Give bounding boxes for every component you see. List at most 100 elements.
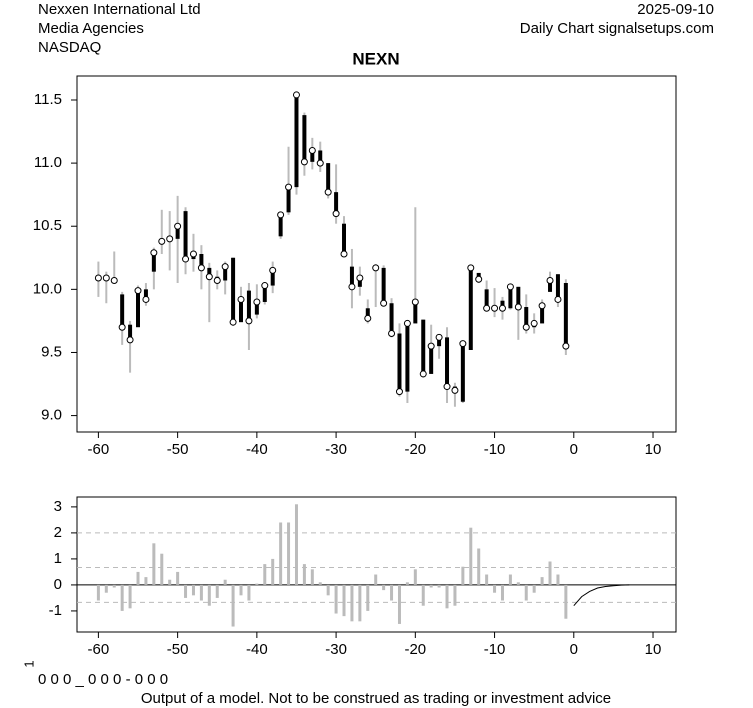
y-tick-label: -1 (49, 602, 62, 619)
close-marker (562, 342, 570, 350)
close-marker (356, 274, 364, 282)
chart-title: NEXN (352, 49, 399, 68)
bar (231, 584, 235, 627)
bar (112, 584, 116, 588)
close-marker (459, 340, 467, 348)
bar (294, 504, 298, 585)
close-marker (150, 249, 158, 257)
close-marker (269, 266, 277, 274)
x-tick-label: -50 (167, 641, 189, 658)
close-marker (522, 323, 530, 331)
date: 2025-09-10 (637, 1, 714, 18)
close-marker (213, 277, 221, 285)
exchange: NASDAQ (38, 39, 101, 56)
close-marker (443, 383, 451, 391)
y-tick-label: 11.5 (34, 91, 62, 108)
bar (556, 574, 560, 585)
close-marker (514, 303, 522, 311)
close-marker (189, 250, 197, 258)
bar (318, 582, 322, 585)
close-marker (245, 317, 253, 325)
close-marker (237, 295, 245, 303)
close-marker (166, 235, 174, 243)
bar (477, 548, 481, 585)
close-marker (475, 275, 483, 283)
bar (500, 584, 504, 601)
bar (239, 584, 243, 596)
close-marker (467, 264, 475, 272)
close-marker (483, 304, 491, 312)
close-marker (538, 302, 546, 310)
bar (532, 584, 536, 593)
close-marker (419, 370, 427, 378)
bar (382, 584, 386, 591)
bar (287, 522, 291, 585)
x-tick-label: -30 (325, 441, 347, 458)
close-marker (348, 283, 356, 291)
bar (302, 564, 306, 585)
bar (366, 584, 370, 611)
bar (374, 574, 378, 585)
bar (104, 584, 108, 593)
close-marker (118, 323, 126, 331)
y-tick-label: 10.5 (33, 217, 62, 234)
bar (485, 574, 489, 585)
close-marker (292, 91, 300, 99)
y-tick-label: 11.0 (34, 154, 62, 171)
x-tick-label: -10 (484, 441, 506, 458)
bar (255, 583, 259, 585)
bar (564, 584, 568, 619)
bar (334, 584, 338, 614)
bar (540, 577, 544, 585)
close-marker (324, 188, 332, 196)
bar (176, 571, 180, 585)
bar (429, 584, 433, 588)
bar (358, 584, 362, 622)
bar (223, 579, 227, 585)
bar (184, 584, 188, 598)
bar (191, 584, 195, 596)
bar (144, 577, 148, 585)
mark: 1 (21, 660, 36, 667)
bar (397, 584, 401, 624)
close-marker (221, 263, 229, 271)
close-marker (285, 183, 293, 191)
close-marker (316, 159, 324, 167)
close-marker (364, 314, 372, 322)
bar (453, 584, 457, 606)
close-marker (372, 264, 380, 272)
bar (279, 522, 283, 585)
close-marker (388, 330, 396, 338)
x-tick-label: 10 (645, 641, 662, 658)
x-tick-label: 0 (570, 441, 578, 458)
y-tick-label: 10.0 (33, 280, 62, 297)
close-marker (253, 298, 261, 306)
close-marker (340, 250, 348, 258)
y-tick-label: 1 (54, 550, 62, 567)
bar (136, 571, 140, 585)
close-marker (261, 282, 269, 290)
close-marker (403, 319, 411, 327)
close-marker (158, 237, 166, 245)
company: Nexxen International Ltd (38, 1, 201, 18)
close-marker (491, 304, 499, 312)
bar (493, 584, 497, 593)
close-marker (554, 295, 562, 303)
x-tick-label: -60 (88, 641, 110, 658)
close-marker (94, 274, 102, 282)
x-tick-label: -40 (246, 641, 268, 658)
bar (390, 584, 394, 601)
y-tick-label: 0 (54, 576, 62, 593)
close-marker (277, 211, 285, 219)
plot-frame (76, 75, 677, 433)
bar (548, 561, 552, 585)
bar (469, 527, 473, 585)
x-tick-label: -30 (325, 641, 347, 658)
close-marker (197, 264, 205, 272)
close-marker (174, 222, 182, 230)
plot-frame (76, 496, 677, 633)
close-marker (205, 273, 213, 281)
close-marker (435, 333, 443, 341)
close-marker (546, 277, 554, 285)
